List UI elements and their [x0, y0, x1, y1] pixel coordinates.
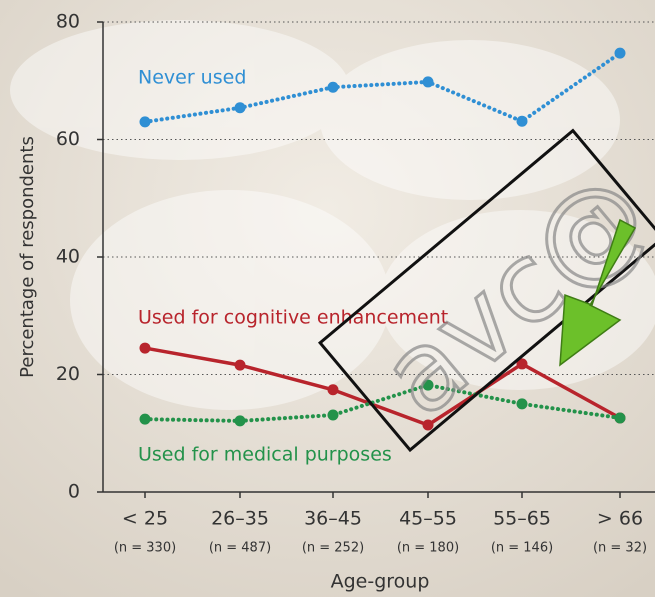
- x-tick-label: < 25: [122, 508, 168, 530]
- x-axis-label: Age-group: [331, 571, 430, 593]
- data-point: [235, 360, 246, 371]
- data-point: [517, 116, 528, 127]
- series-label: Used for medical purposes: [138, 444, 392, 466]
- data-point: [328, 82, 339, 93]
- data-point: [140, 414, 151, 425]
- data-point: [140, 343, 151, 354]
- y-axis-label: Percentage of respondents: [17, 136, 38, 378]
- data-point: [235, 415, 246, 426]
- y-tick-label: 0: [68, 481, 80, 503]
- x-tick-note: (n = 330): [114, 541, 176, 556]
- data-point: [235, 102, 246, 113]
- y-tick-label: 20: [56, 363, 80, 385]
- data-point: [140, 116, 151, 127]
- x-tick-note: (n = 487): [209, 541, 271, 556]
- y-tick-label: 60: [56, 128, 80, 150]
- x-tick-note: (n = 32): [593, 541, 647, 556]
- data-point: [615, 48, 626, 59]
- x-tick-label: 36–45: [304, 508, 362, 530]
- data-point: [517, 398, 528, 409]
- y-tick-label: 80: [56, 11, 80, 33]
- x-tick-label: 55–65: [493, 508, 551, 530]
- data-point: [615, 412, 626, 423]
- x-tick-label: > 66: [597, 508, 643, 530]
- y-tick-label: 40: [56, 246, 80, 268]
- x-tick-note: (n = 252): [302, 541, 364, 556]
- x-tick-note: (n = 146): [491, 541, 553, 556]
- series-label: Never used: [138, 67, 246, 89]
- data-point: [328, 384, 339, 395]
- data-point: [423, 76, 434, 87]
- data-point: [328, 410, 339, 421]
- x-tick-label: 45–55: [399, 508, 457, 530]
- x-tick-label: 26–35: [211, 508, 269, 530]
- chart: 0 20 40 60 80 < 25 (n = 330) 26–35 (n = 487) 36–4…: [0, 0, 655, 597]
- x-tick-note: (n = 180): [397, 541, 459, 556]
